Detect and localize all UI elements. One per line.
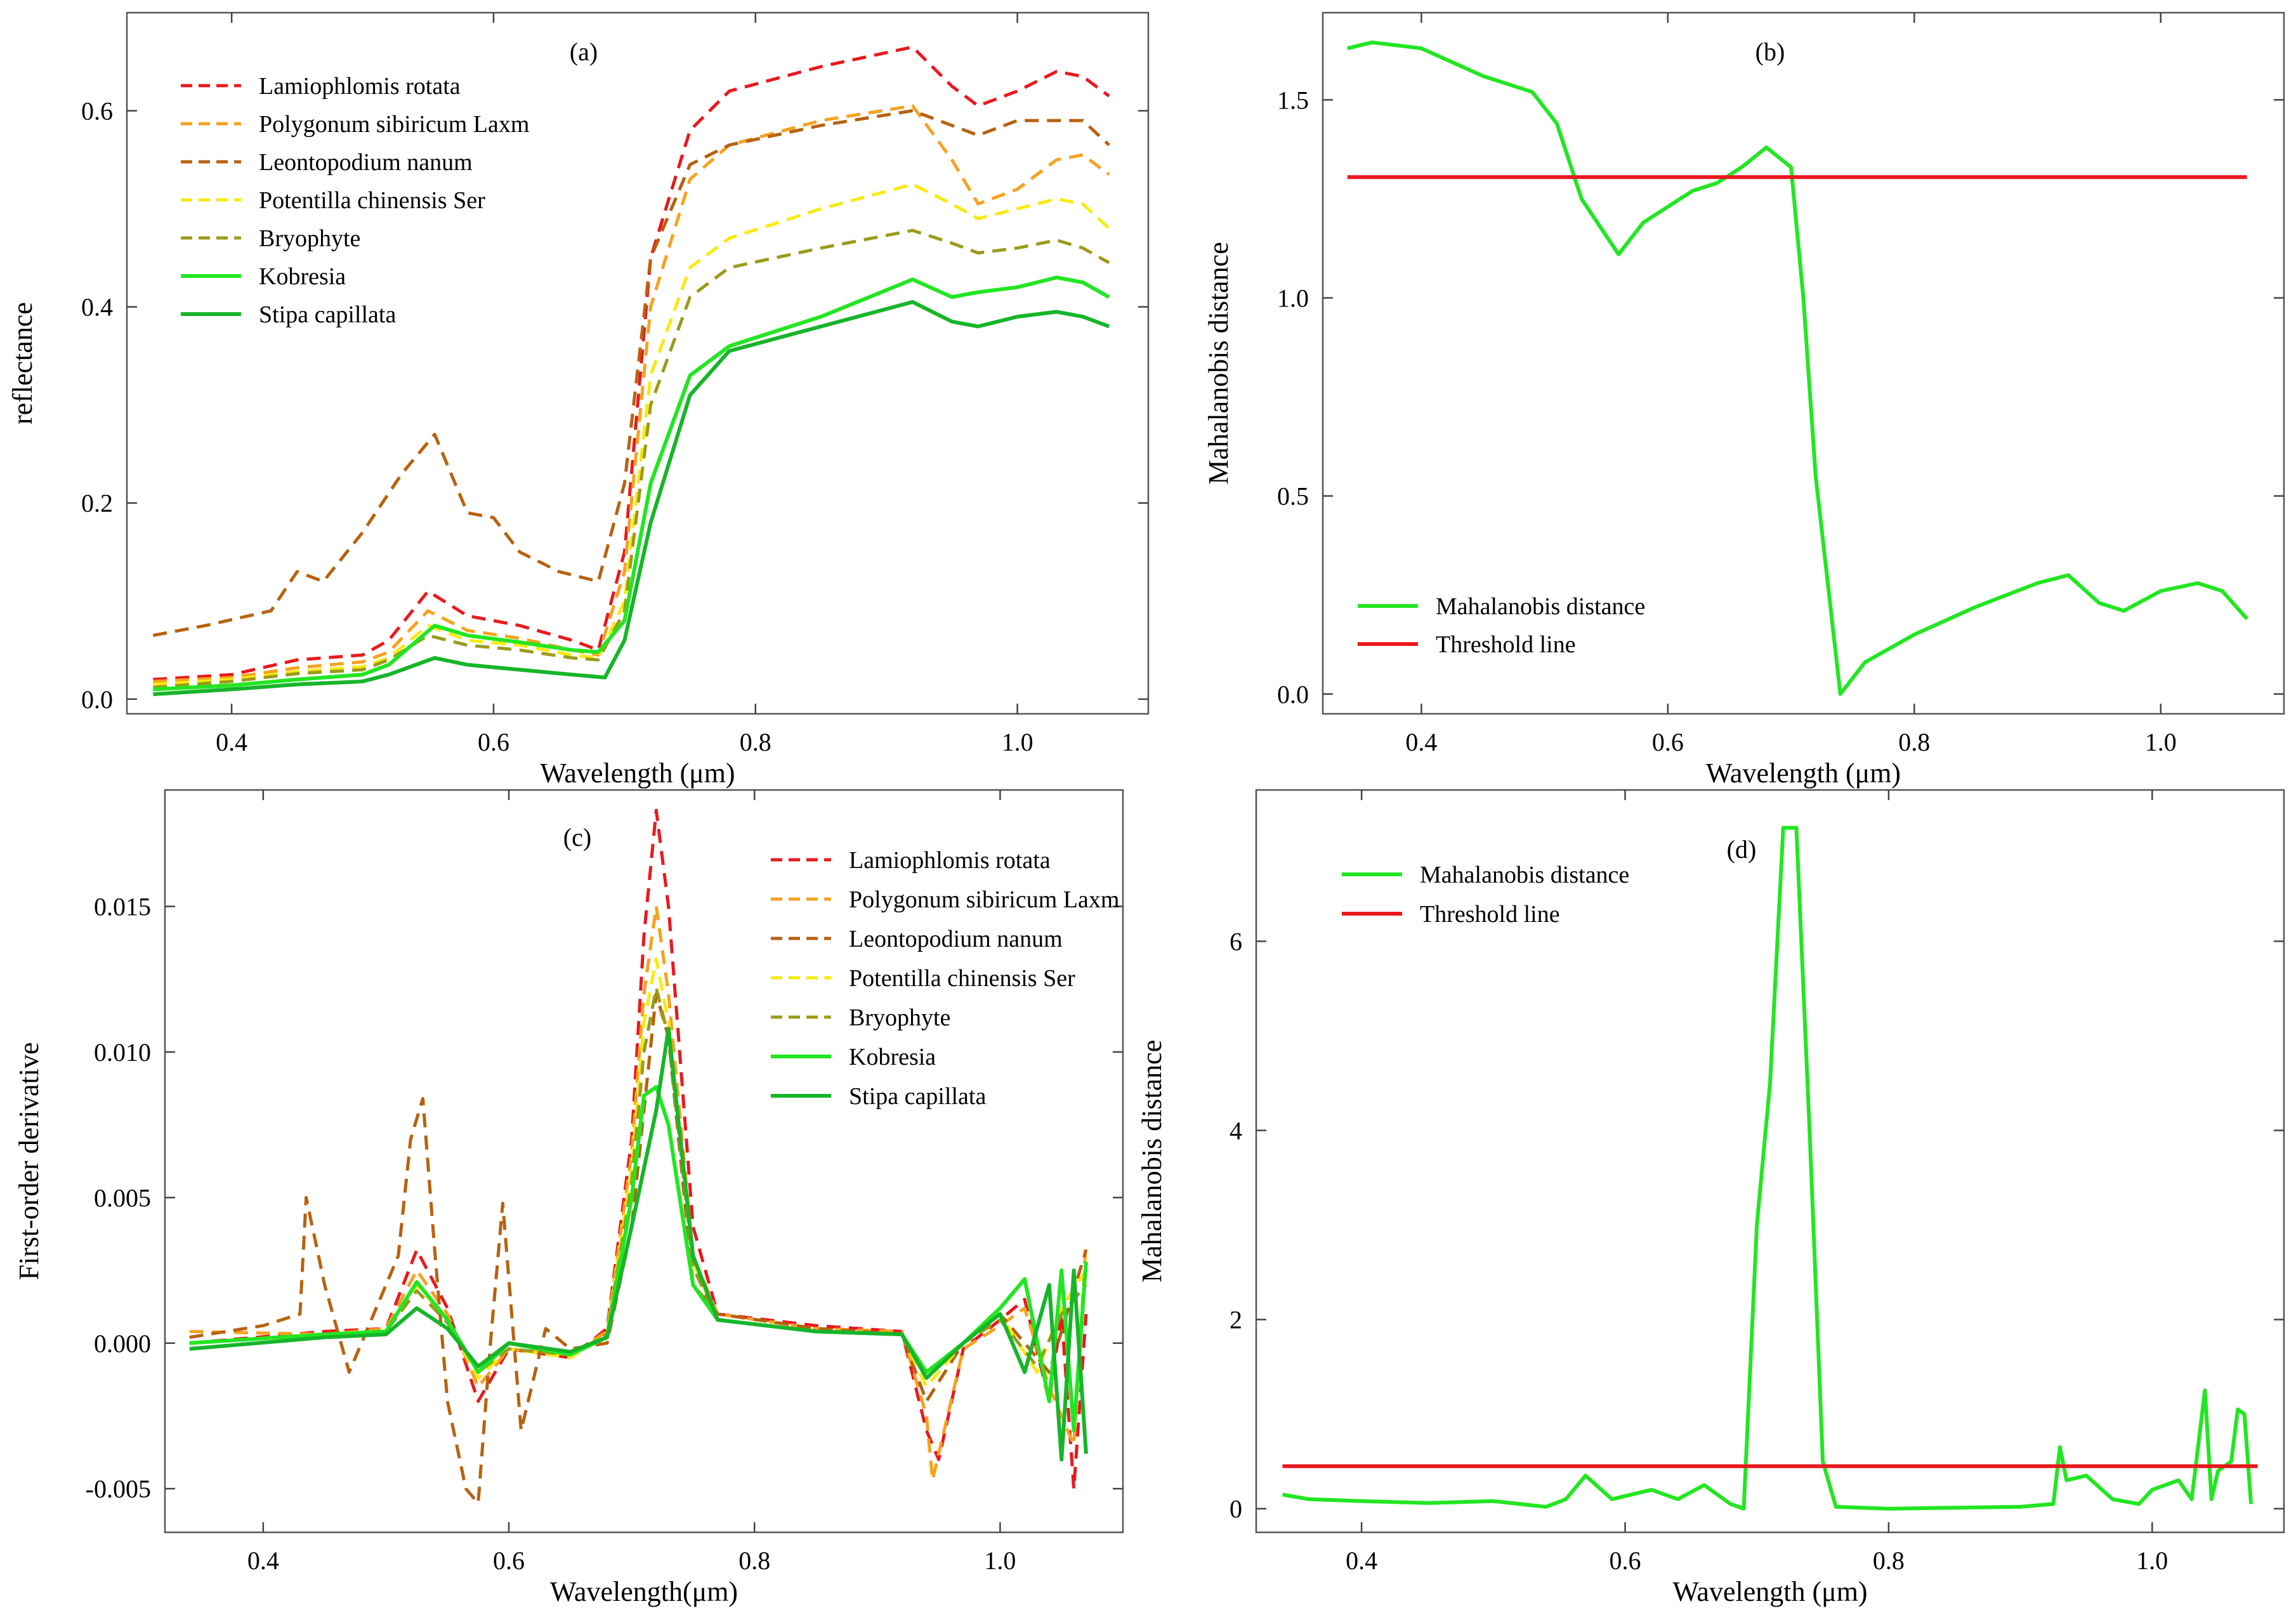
- plot-frame-c: [164, 789, 1124, 1534]
- y-tick-label: -0.005: [86, 1475, 151, 1503]
- legend-label: Stipa capillata: [259, 301, 396, 328]
- y-tick-label: 0.4: [81, 293, 113, 322]
- series-line-a-5: [153, 275, 1110, 692]
- plot-frame-b: [1322, 11, 2285, 715]
- y-tick-label: 0.0: [81, 685, 113, 714]
- x-tick-label: 0.8: [1873, 1546, 1905, 1575]
- legend-d: Mahalanobis distance Threshold line: [1342, 862, 1629, 928]
- x-tick-label: 1.0: [2145, 728, 2177, 756]
- legend-label: Lamiophlomis rotata: [259, 73, 461, 100]
- y-tick-label: 0.015: [94, 893, 151, 921]
- series-line-c-4: [189, 986, 1087, 1380]
- y-tick-label: 0.5: [1277, 482, 1309, 511]
- series-line-c-0: [189, 808, 1088, 1490]
- legend-label: Lamiophlomis rotata: [849, 847, 1051, 874]
- series-line-b-0: [1347, 40, 2248, 696]
- legend-label: Mahalanobis distance: [1436, 593, 1645, 620]
- y-axis-label: Mahalanobis distance: [1136, 1040, 1167, 1282]
- x-tick-label: 0.4: [1405, 728, 1437, 756]
- x-tick-label: 1.0: [1002, 728, 1033, 756]
- x-axis-label: Wavelength (μm): [1706, 758, 1901, 789]
- x-axis-label: Wavelength (μm): [1672, 1576, 1867, 1607]
- x-tick-label: 0.6: [1652, 728, 1684, 756]
- x-tick-label: 0.6: [493, 1546, 525, 1575]
- legend-label: Leontopodium nanum: [849, 926, 1063, 952]
- x-axis-label: Wavelength (μm): [540, 758, 735, 789]
- legend-label: Bryophyte: [259, 225, 360, 252]
- series-line-a-0: [153, 45, 1110, 681]
- x-tick-label: 1.0: [984, 1546, 1016, 1575]
- x-tick-label: 0.8: [738, 1546, 770, 1575]
- y-tick-label: 0.010: [94, 1038, 151, 1067]
- panel-label: (d): [1727, 835, 1757, 864]
- legend-label: Threshold line: [1436, 631, 1576, 658]
- series-line-a-6: [153, 299, 1110, 697]
- legend-label: Kobresia: [849, 1044, 936, 1070]
- y-tick-label: 1.0: [1277, 284, 1309, 312]
- y-axis-label: reflectance: [7, 302, 38, 424]
- plot-frame-d: [1255, 789, 2285, 1534]
- legend-label: Leontopodium nanum: [259, 149, 473, 176]
- panel-label: (b): [1755, 37, 1785, 66]
- series-line-c-5: [189, 1085, 1088, 1433]
- series-line-c-1: [189, 905, 1088, 1482]
- panel-b: 0.4 0.6 0.8 1.0 0.0 0.5 1.0 1.5 Wavelength (μm) M…: [1203, 11, 2285, 789]
- panel-c: 0.4 0.6 0.8 1.0 -0.005 0.000 0.005 0.010 0.015 Wa…: [13, 789, 1124, 1607]
- legend-label: Bryophyte: [849, 1004, 950, 1031]
- x-tick-label: 0.8: [740, 728, 771, 756]
- y-tick-label: 0: [1230, 1495, 1242, 1523]
- series-line-a-1: [153, 104, 1110, 683]
- panel-label: (c): [563, 823, 591, 852]
- x-tick-label: 0.8: [1898, 728, 1930, 756]
- y-tick-label: 0.000: [94, 1329, 151, 1358]
- panel-label: (a): [570, 37, 598, 66]
- y-tick-label: 6: [1230, 927, 1242, 956]
- y-tick-label: 0.6: [81, 97, 113, 126]
- legend-label: Polygonum sibiricum Laxm: [259, 111, 529, 138]
- series-line-c-6: [189, 1027, 1088, 1462]
- y-tick-label: 4: [1230, 1117, 1242, 1145]
- y-tick-label: 2: [1230, 1306, 1242, 1334]
- series-line-c-3: [189, 957, 1087, 1389]
- series-line-a-4: [153, 228, 1110, 689]
- series-line-a-3: [153, 183, 1110, 687]
- legend-label: Kobresia: [259, 263, 346, 290]
- x-tick-label: 1.0: [2136, 1546, 2168, 1575]
- panel-a: 0.4 0.6 0.8 1.0 0.0 0.2 0.4 0.6 Wavelength (μm) r…: [7, 11, 1150, 789]
- legend-label: Potentilla chinensis Ser: [259, 187, 485, 214]
- panel-d: 0.4 0.6 0.8 1.0 0 2 4 6 Wavelength (μm) Mahalanob…: [1136, 789, 2285, 1607]
- y-tick-label: 0.2: [81, 489, 113, 518]
- y-tick-label: 0.0: [1277, 680, 1309, 709]
- series-line-d-0: [1282, 825, 2253, 1511]
- y-axis-label: Mahalanobis distance: [1203, 242, 1234, 484]
- legend-label: Stipa capillata: [849, 1083, 986, 1110]
- x-axis-label: Wavelength(μm): [550, 1576, 738, 1607]
- y-tick-label: 1.5: [1277, 86, 1309, 114]
- legend-label: Polygonum sibiricum Laxm: [849, 886, 1119, 913]
- y-tick-label: 0.005: [94, 1183, 151, 1212]
- legend-label: Potentilla chinensis Ser: [849, 965, 1075, 992]
- legend-label: Threshold line: [1420, 901, 1560, 928]
- x-tick-label: 0.6: [1610, 1546, 1641, 1575]
- x-tick-label: 0.6: [478, 728, 509, 756]
- legend-a: Lamiophlomis rotata Polygonum sibiricum L…: [181, 73, 529, 328]
- x-tick-label: 0.4: [1346, 1546, 1377, 1575]
- x-tick-label: 0.4: [216, 728, 247, 756]
- legend-b: Mahalanobis distance Threshold line: [1358, 593, 1645, 658]
- legend-c: Lamiophlomis rotata Polygonum sibiricum L…: [771, 847, 1119, 1110]
- x-tick-label: 0.4: [247, 1546, 279, 1575]
- plot-frame-a: [126, 11, 1150, 715]
- legend-label: Mahalanobis distance: [1420, 862, 1629, 888]
- y-axis-label: First-order derivative: [13, 1042, 44, 1280]
